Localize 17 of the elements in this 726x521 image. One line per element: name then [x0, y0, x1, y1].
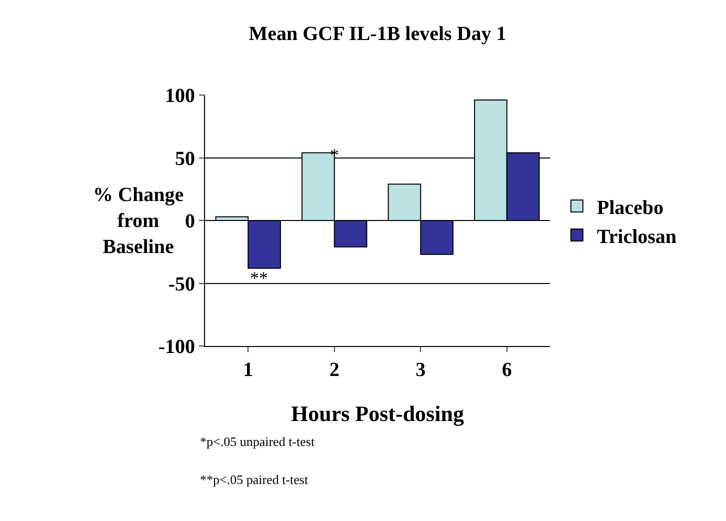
y-tick-label: 100	[165, 85, 195, 107]
x-tick-label: 2	[329, 359, 340, 381]
x-tick-label: 3	[416, 359, 426, 381]
annotation: **	[250, 268, 268, 288]
text: *p<.05 unpaired t-test	[200, 434, 315, 449]
y-tick-label: -100	[158, 336, 195, 358]
legend-label: Placebo	[596, 196, 664, 219]
y-axis-title: % Change from Baseline	[93, 184, 184, 258]
text: **p<.05 paired t-test	[200, 472, 308, 487]
x-axis-title: Hours Post-dosing	[291, 400, 464, 426]
y-tick-label: 0	[185, 210, 195, 232]
y-tick-label: 50	[175, 148, 195, 170]
y-tick-label: -50	[168, 273, 195, 296]
chart-title: Mean GCF IL-1B levels Day 1	[248, 23, 506, 46]
legend-label: Triclosan	[596, 226, 677, 248]
x-tick-label: 6	[502, 359, 512, 381]
x-tick-label: 1	[243, 359, 254, 381]
